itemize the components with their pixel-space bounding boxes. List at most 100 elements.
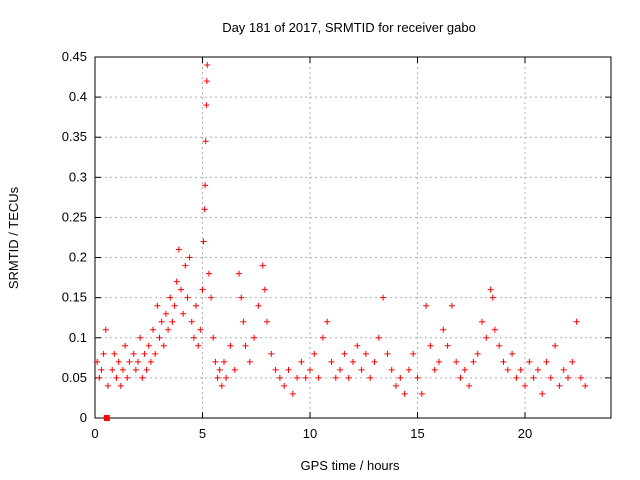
data-point <box>388 366 395 373</box>
data-point <box>380 294 387 301</box>
data-point <box>195 342 202 349</box>
data-point <box>509 350 516 357</box>
data-point <box>208 294 215 301</box>
data-point <box>311 350 318 357</box>
data-point <box>315 374 322 381</box>
data-point <box>175 246 182 253</box>
data-point <box>354 342 361 349</box>
data-point <box>556 382 563 389</box>
data-point <box>461 366 468 373</box>
data-point <box>427 342 434 349</box>
data-point <box>337 366 344 373</box>
x-tick-label: 0 <box>91 426 98 441</box>
data-point <box>102 326 109 333</box>
y-tick-label: 0 <box>80 410 87 425</box>
data-point <box>436 358 442 365</box>
data-point <box>405 366 412 373</box>
data-point <box>496 342 503 349</box>
data-point <box>444 342 451 349</box>
data-point <box>489 294 496 301</box>
data-point <box>401 390 408 397</box>
data-point <box>242 342 249 349</box>
data-point <box>150 326 157 333</box>
data-point <box>126 358 133 365</box>
data-point <box>236 270 243 277</box>
data-point <box>371 358 378 365</box>
data-point <box>264 318 270 325</box>
data-point <box>423 302 430 309</box>
data-point <box>418 390 425 397</box>
data-point <box>171 302 178 309</box>
data-point <box>160 342 167 349</box>
data-point <box>158 318 165 325</box>
data-point <box>268 350 275 357</box>
data-point <box>298 358 305 365</box>
x-tick-label: 10 <box>303 426 317 441</box>
data-point <box>199 286 206 293</box>
data-point <box>119 366 126 373</box>
data-point <box>543 358 550 365</box>
x-tick-label: 20 <box>518 426 532 441</box>
data-point <box>251 334 258 341</box>
data-point <box>534 366 541 373</box>
data-point <box>375 334 382 341</box>
data-point <box>221 358 227 365</box>
y-axis: 0 0.05 0.1 0.15 0.2 0.25 0.3 0.35 0.4 0.45 <box>62 49 611 425</box>
data-point <box>547 374 554 381</box>
data-point <box>227 342 234 349</box>
data-point <box>522 382 528 389</box>
data-point <box>124 374 131 381</box>
data-point <box>218 382 225 389</box>
data-point <box>214 374 221 381</box>
data-point <box>184 294 191 301</box>
data-point <box>440 326 447 333</box>
data-point <box>539 390 546 397</box>
data-point <box>362 350 369 357</box>
data-point <box>487 286 494 293</box>
data-point <box>180 310 187 317</box>
x-tick-label: 5 <box>199 426 206 441</box>
data-point <box>474 350 481 357</box>
data-point <box>457 374 464 381</box>
data-point <box>200 238 207 245</box>
data-point <box>397 374 404 381</box>
data-point <box>367 374 374 381</box>
y-tick-label: 0.05 <box>62 370 87 385</box>
data-point <box>109 366 116 373</box>
x-axis: 0 5 10 15 20 <box>91 57 532 441</box>
data-point <box>173 278 180 285</box>
data-point <box>147 358 154 365</box>
data-point <box>319 334 326 341</box>
data-point <box>259 262 266 269</box>
data-point <box>565 374 571 381</box>
data-point <box>582 382 589 389</box>
data-point <box>345 374 352 381</box>
data-point <box>453 358 460 365</box>
y-tick-label: 0.15 <box>62 290 87 305</box>
data-point <box>560 366 567 373</box>
data-point <box>210 334 217 341</box>
data-point <box>517 366 524 373</box>
data-point <box>98 366 105 373</box>
data-point <box>231 366 238 373</box>
x-tick-label: 15 <box>410 426 424 441</box>
data-point <box>341 350 348 357</box>
data-point <box>117 382 124 389</box>
data-point <box>261 286 268 293</box>
data-point <box>182 262 189 269</box>
data-point <box>431 366 438 373</box>
data-point <box>135 358 141 365</box>
data-point <box>104 382 111 389</box>
data-point <box>328 358 335 365</box>
data-point <box>204 62 211 69</box>
data-point <box>201 206 208 213</box>
data-point <box>358 366 365 373</box>
data-point <box>165 326 172 333</box>
data-point <box>152 350 159 357</box>
data-point <box>448 302 455 309</box>
marker-point <box>103 415 110 421</box>
data-point <box>143 366 150 373</box>
data-point <box>96 374 103 381</box>
grid-lines <box>95 57 611 418</box>
